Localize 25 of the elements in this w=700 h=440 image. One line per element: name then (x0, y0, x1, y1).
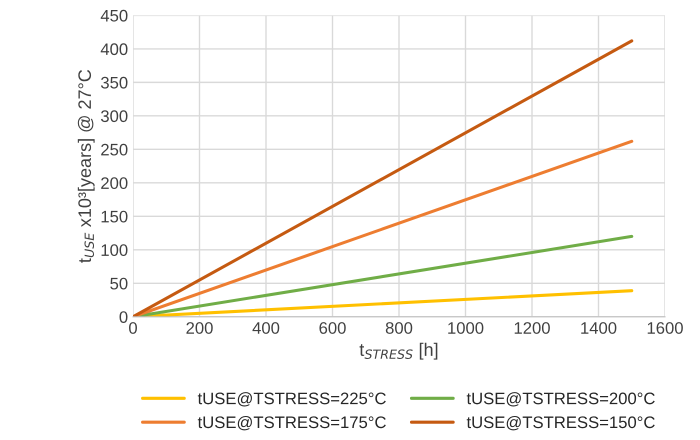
x-tick-label: 800 (386, 322, 412, 334)
y-tick-label: 300 (100, 110, 128, 122)
x-tick-label: 1600 (648, 322, 683, 334)
y-tick-label: 450 (100, 10, 128, 22)
x-tick-label: 1000 (448, 322, 484, 334)
x-tick-label: 200 (186, 322, 213, 334)
y-axis-title: t$_{USE}$ x10³[years] @ 27°C (78, 70, 95, 263)
x-tick-label: 1200 (514, 322, 550, 334)
legend-label: tUSE@TSTRESS=150°C (466, 416, 655, 430)
y-tick-label: 250 (101, 144, 128, 156)
x-tick-label: 600 (319, 322, 346, 334)
y-tick-label: 150 (102, 210, 128, 223)
x-tick-label: 0 (129, 322, 137, 334)
legend-label: tUSE@TSTRESS=175°C (198, 416, 386, 430)
y-tick-label: 350 (100, 76, 128, 89)
y-tick-label: 50 (110, 278, 128, 290)
x-axis-title: t$_{STRESS}$ [h] (360, 342, 438, 360)
y-tick-label: 400 (100, 43, 128, 56)
x-tick-label: 400 (252, 322, 280, 334)
legend-label: tUSE@TSTRESS=225°C (198, 392, 386, 406)
legend-label: tUSE@TSTRESS=200°C (466, 392, 655, 406)
y-tick-label: 100 (102, 244, 128, 256)
y-tick-label: 0 (120, 311, 128, 324)
y-tick-label: 200 (101, 177, 128, 190)
x-tick-label: 1400 (581, 322, 616, 334)
